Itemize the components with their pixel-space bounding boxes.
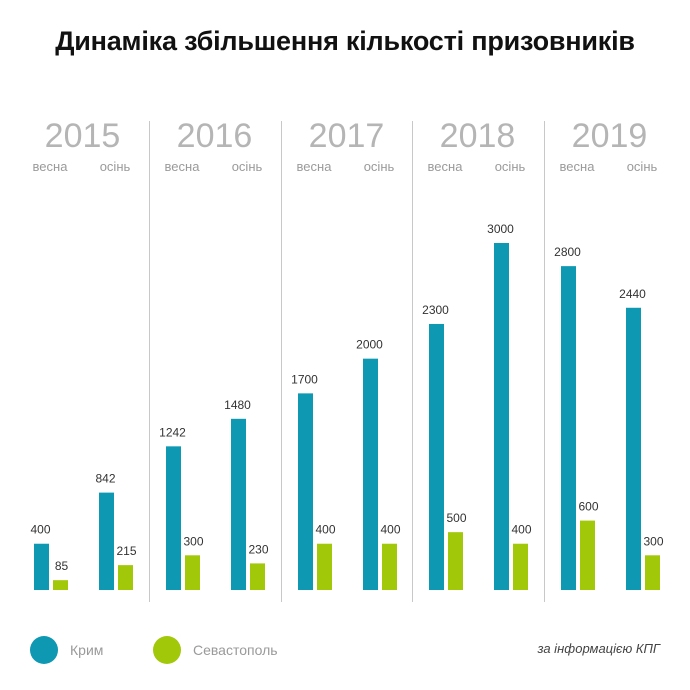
bar-crimea — [166, 446, 181, 590]
bar-sevastopol — [118, 565, 133, 590]
year-label: 2015 — [45, 117, 121, 155]
value-label-crimea: 1480 — [224, 398, 251, 412]
bar-crimea — [99, 492, 114, 590]
legend-item-crimea: Крим — [30, 636, 103, 664]
bar-crimea — [561, 266, 576, 590]
bar-crimea — [494, 243, 509, 590]
value-label-crimea: 400 — [30, 523, 50, 537]
legend-item-sevastopol: Севастополь — [153, 636, 278, 664]
season-label: осінь — [495, 159, 526, 174]
bar-crimea — [298, 393, 313, 590]
bar-sevastopol — [185, 555, 200, 590]
legend-swatch-crimea-icon — [30, 636, 58, 664]
bar-sevastopol — [645, 555, 660, 590]
value-label-sevastopol: 400 — [511, 523, 531, 537]
bar-sevastopol — [250, 563, 265, 590]
value-label-sevastopol: 500 — [446, 511, 466, 525]
bar-sevastopol — [580, 520, 595, 590]
bar-crimea — [34, 543, 49, 590]
legend-swatch-sevastopol-icon — [153, 636, 181, 664]
year-label: 2018 — [440, 117, 516, 155]
value-label-sevastopol: 300 — [643, 534, 663, 548]
value-label-sevastopol: 400 — [315, 523, 335, 537]
season-label: весна — [428, 159, 464, 174]
value-label-sevastopol: 600 — [578, 500, 598, 514]
season-label: осінь — [100, 159, 131, 174]
value-label-crimea: 2000 — [356, 338, 383, 352]
bar-crimea — [231, 418, 246, 590]
value-label-sevastopol: 230 — [248, 542, 268, 556]
value-label-sevastopol: 215 — [116, 544, 136, 558]
bar-crimea — [626, 307, 641, 590]
year-label: 2016 — [177, 117, 253, 155]
season-label: осінь — [364, 159, 395, 174]
value-label-crimea: 842 — [95, 472, 115, 486]
value-label-crimea: 1700 — [291, 372, 318, 386]
bar-sevastopol — [382, 543, 397, 590]
year-label: 2017 — [309, 117, 385, 155]
year-label: 2019 — [572, 117, 648, 155]
bar-sevastopol — [317, 543, 332, 590]
value-label-crimea: 2440 — [619, 287, 646, 301]
bar-sevastopol — [53, 580, 68, 590]
legend-label: Севастополь — [193, 642, 278, 658]
season-label: осінь — [232, 159, 263, 174]
season-label: весна — [165, 159, 201, 174]
season-label: весна — [33, 159, 69, 174]
bar-crimea — [429, 323, 444, 590]
legend-label: Крим — [70, 642, 104, 658]
value-label-crimea: 3000 — [487, 222, 514, 236]
bar-sevastopol — [513, 543, 528, 590]
season-label: осінь — [627, 159, 658, 174]
value-label-crimea: 1242 — [159, 425, 186, 439]
source-note: за інформацією КПГ — [537, 641, 660, 656]
value-label-sevastopol: 400 — [380, 523, 400, 537]
value-label-crimea: 2300 — [422, 303, 449, 317]
season-label: весна — [560, 159, 596, 174]
value-label-crimea: 2800 — [554, 245, 581, 259]
value-label-sevastopol: 300 — [183, 534, 203, 548]
season-label: весна — [297, 159, 333, 174]
bar-sevastopol — [448, 532, 463, 590]
value-label-sevastopol: 85 — [55, 559, 69, 573]
bar-crimea — [363, 358, 378, 590]
chart-title: Динаміка збільшення кількості призовникі… — [55, 26, 635, 56]
